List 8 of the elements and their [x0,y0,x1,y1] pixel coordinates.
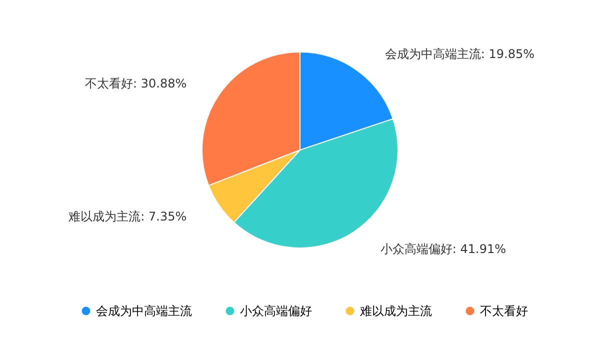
legend-label: 难以成为主流 [359,304,432,318]
data-label: 会成为中高端主流: 19.85% [384,47,535,62]
data-label: 小众高端偏好: 41.91% [380,242,506,256]
data-label: 不太看好: 30.88% [85,76,187,90]
legend-label: 不太看好 [480,304,528,318]
legend-label: 会成为中高端主流 [96,304,192,318]
legend-label: 小众高端偏好 [240,304,312,318]
data-label: 难以成为主流: 7.35% [68,210,187,224]
